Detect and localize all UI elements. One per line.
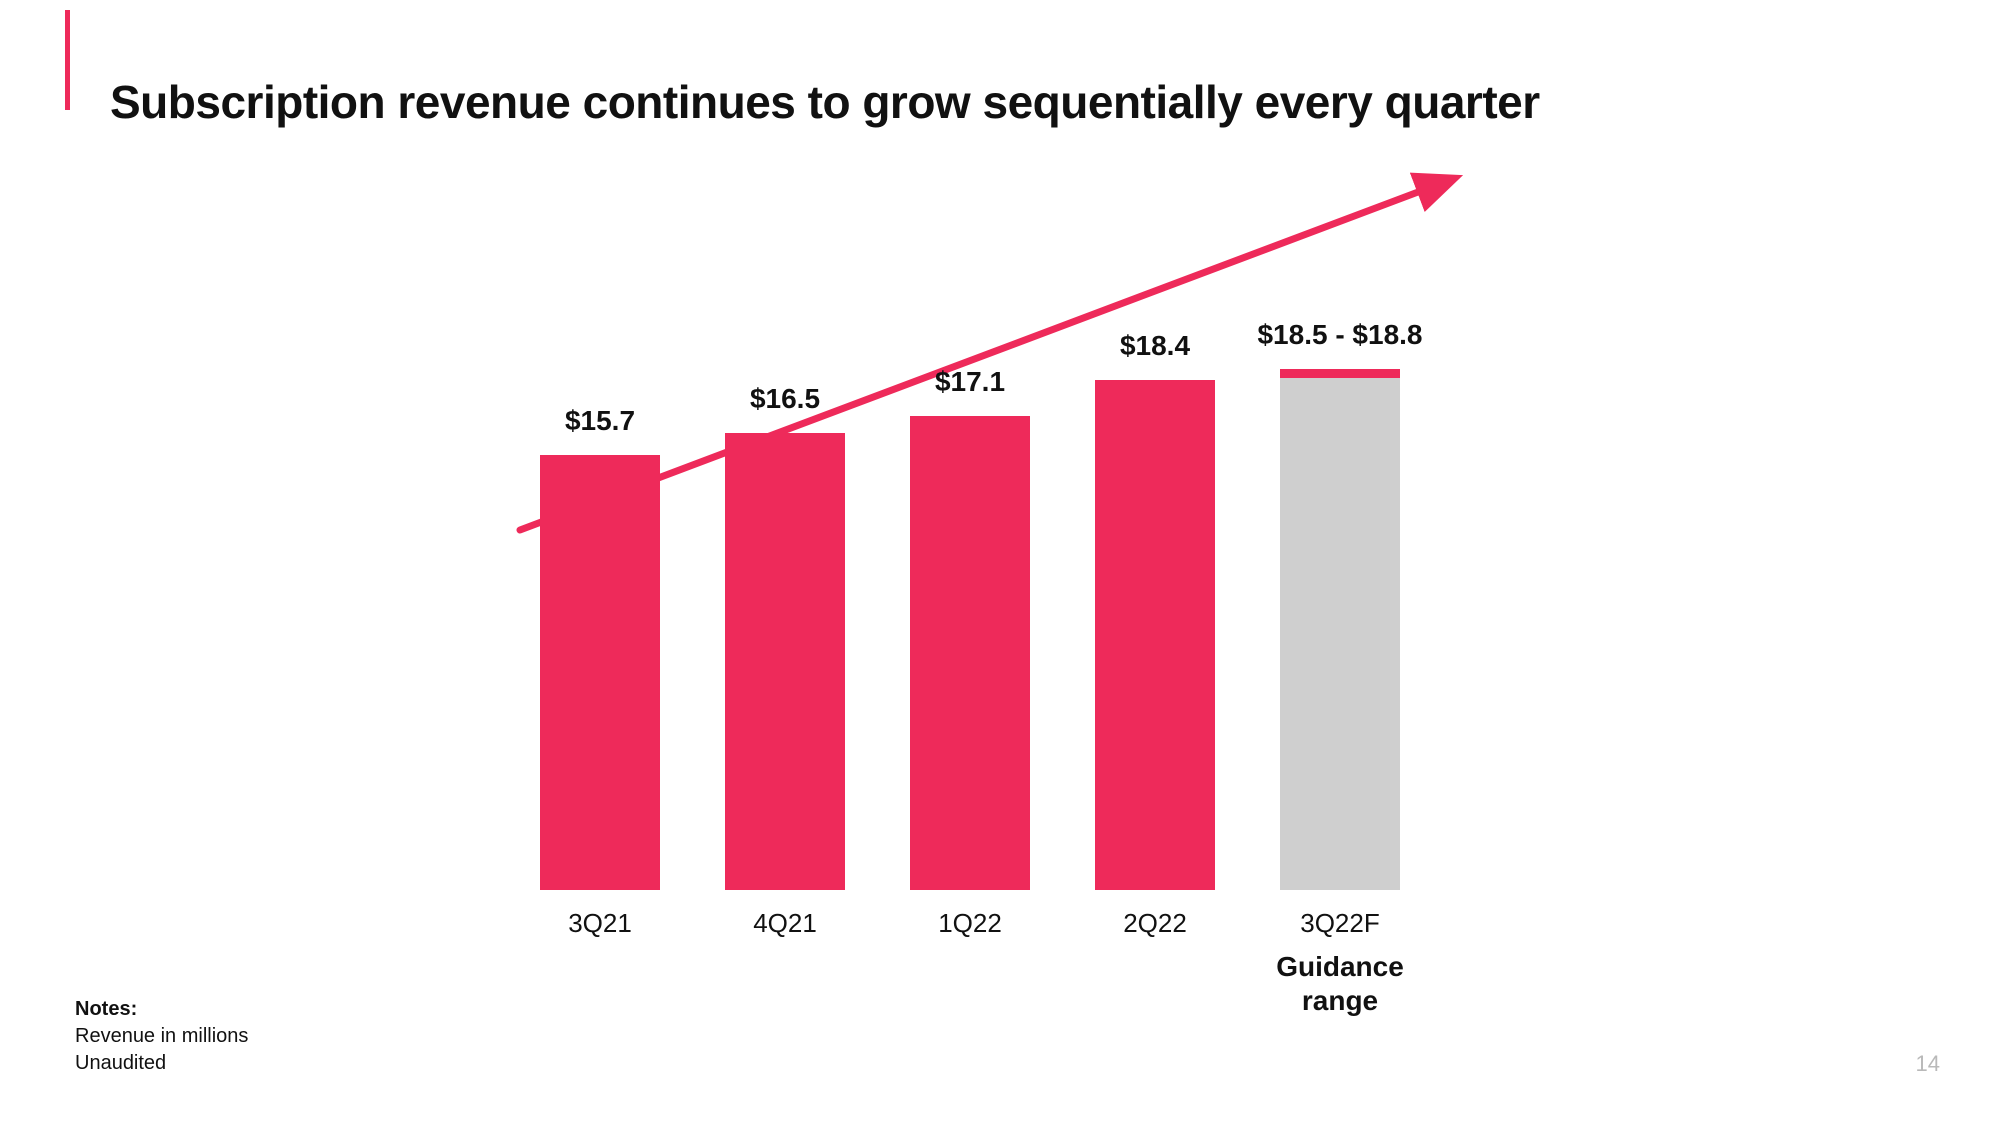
bar-category-label: 1Q22 (870, 908, 1070, 939)
bar-value-label: $18.4 (1055, 330, 1255, 362)
bar-value-label: $16.5 (685, 383, 885, 415)
bar-category-label: 3Q21 (500, 908, 700, 939)
accent-bar (65, 10, 70, 110)
bar-category-label: 4Q21 (685, 908, 885, 939)
bar-value-label: $17.1 (870, 366, 1070, 398)
bar-value-label: $18.5 - $18.8 (1240, 319, 1440, 351)
bar-range-high (1280, 369, 1400, 377)
bar-range-low (1280, 378, 1400, 890)
slide-title: Subscription revenue continues to grow s… (110, 75, 1540, 129)
bar (1095, 380, 1215, 890)
bar-category-label: 2Q22 (1055, 908, 1255, 939)
footer-notes: Notes: Revenue in millions Unaudited (75, 996, 248, 1077)
bar (725, 433, 845, 890)
notes-title: Notes: (75, 996, 248, 1023)
page-number: 14 (1916, 1051, 1940, 1077)
bar (540, 455, 660, 890)
revenue-bar-chart: $15.73Q21$16.54Q21$17.11Q22$18.42Q22$18.… (540, 170, 1460, 890)
notes-line: Unaudited (75, 1050, 248, 1077)
bar-sub-label: Guidancerange (1240, 950, 1440, 1017)
bars-container: $15.73Q21$16.54Q21$17.11Q22$18.42Q22$18.… (540, 170, 1460, 890)
notes-line: Revenue in millions (75, 1023, 248, 1050)
bar (910, 416, 1030, 890)
slide: Subscription revenue continues to grow s… (0, 0, 2000, 1125)
bar-category-label: 3Q22F (1240, 908, 1440, 939)
bar-value-label: $15.7 (500, 405, 700, 437)
